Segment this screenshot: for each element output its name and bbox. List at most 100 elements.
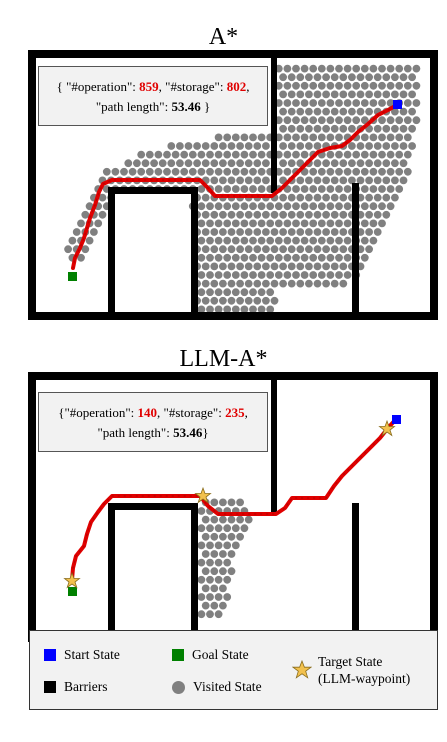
visited-cell bbox=[309, 202, 318, 211]
visited-cell bbox=[227, 515, 236, 524]
visited-cell bbox=[330, 124, 339, 133]
visited-cell bbox=[399, 159, 408, 168]
legend-visited: Visited State bbox=[172, 679, 262, 695]
visited-cell bbox=[266, 253, 275, 262]
visited-cell bbox=[343, 271, 352, 279]
visited-cell bbox=[326, 185, 335, 193]
visited-cell bbox=[287, 245, 296, 254]
visited-cell bbox=[391, 176, 399, 185]
visited-cell bbox=[240, 150, 249, 159]
visited-cell bbox=[85, 236, 94, 245]
visited-cell bbox=[279, 228, 287, 236]
visited-cell bbox=[287, 73, 296, 82]
visited-cell bbox=[244, 296, 253, 305]
visited-cell bbox=[236, 532, 245, 541]
visited-cell bbox=[227, 159, 236, 168]
visited-cell bbox=[330, 279, 339, 288]
visited-cell bbox=[309, 253, 318, 262]
visited-cell bbox=[365, 210, 373, 219]
barrier-left-vertical bbox=[108, 187, 115, 312]
visited-cell bbox=[231, 541, 240, 550]
start-marker bbox=[392, 415, 401, 424]
visited-cell bbox=[257, 133, 266, 142]
storage-key: "#storage" bbox=[163, 405, 219, 420]
visited-cell bbox=[296, 107, 305, 116]
visited-cell bbox=[305, 262, 313, 271]
visited-cell bbox=[395, 185, 404, 193]
visited-cell bbox=[403, 64, 412, 73]
visited-cell bbox=[322, 193, 330, 202]
visited-cell bbox=[244, 515, 253, 524]
visited-cell bbox=[257, 202, 266, 211]
visited-cell bbox=[223, 253, 232, 262]
visited-cell bbox=[197, 558, 206, 567]
visited-cell bbox=[262, 296, 270, 305]
visited-cell bbox=[360, 167, 369, 176]
visited-cell bbox=[309, 185, 318, 193]
visited-cell bbox=[360, 150, 369, 159]
visited-cell bbox=[201, 567, 210, 576]
visited-cell bbox=[201, 142, 210, 150]
legend-target: Target State (LLM-waypoint) bbox=[292, 653, 410, 687]
visited-cell bbox=[313, 107, 322, 116]
visited-cell bbox=[197, 575, 206, 584]
visited-cell bbox=[296, 73, 305, 82]
visited-cell bbox=[236, 498, 245, 507]
visited-cell bbox=[231, 271, 240, 279]
visited-cell bbox=[262, 159, 270, 168]
visited-cell bbox=[231, 150, 240, 159]
visited-cell bbox=[201, 515, 210, 524]
visited-cell bbox=[197, 524, 206, 533]
visited-cell bbox=[81, 245, 90, 254]
visited-cell bbox=[399, 142, 408, 150]
visited-cell bbox=[369, 64, 378, 73]
visited-cell bbox=[283, 81, 292, 90]
visited-cell bbox=[219, 567, 227, 576]
visited-cell bbox=[283, 253, 292, 262]
visited-cell bbox=[373, 124, 382, 133]
visited-cell bbox=[279, 142, 287, 150]
visited-cell bbox=[214, 202, 223, 211]
visited-cell bbox=[236, 296, 245, 305]
visited-cell bbox=[274, 271, 283, 279]
visited-cell bbox=[176, 142, 184, 150]
visited-cell bbox=[283, 271, 292, 279]
visited-cell bbox=[201, 550, 210, 558]
visited-cell bbox=[339, 279, 348, 288]
visited-cell bbox=[326, 99, 335, 107]
visited-cell bbox=[339, 262, 348, 271]
visited-cell bbox=[94, 219, 103, 228]
visited-cell bbox=[223, 524, 232, 533]
visited-cell bbox=[360, 64, 369, 73]
visited-cell bbox=[150, 159, 159, 168]
visited-cell bbox=[305, 176, 313, 185]
visited-cell bbox=[313, 124, 322, 133]
visited-cell bbox=[317, 219, 326, 228]
visited-cell bbox=[274, 253, 283, 262]
visited-cell bbox=[369, 202, 378, 211]
visited-cell bbox=[343, 202, 352, 211]
barrier-left-vertical bbox=[108, 503, 115, 634]
visited-cell bbox=[382, 90, 391, 99]
visited-cell bbox=[214, 593, 223, 601]
visited-cell bbox=[279, 193, 287, 202]
visited-cell bbox=[403, 99, 412, 107]
visited-cell bbox=[231, 133, 240, 142]
visited-cell bbox=[249, 271, 257, 279]
visited-cell bbox=[369, 133, 378, 142]
visited-cell bbox=[300, 253, 309, 262]
visited-cell bbox=[322, 107, 330, 116]
visited-cell bbox=[373, 159, 382, 168]
visited-cell bbox=[382, 124, 391, 133]
visited-cell bbox=[287, 142, 296, 150]
visited-cell bbox=[223, 133, 232, 142]
visited-cell bbox=[201, 210, 210, 219]
visited-cell bbox=[240, 167, 249, 176]
visited-cell bbox=[326, 150, 335, 159]
visited-cell bbox=[201, 159, 210, 168]
visited-cell bbox=[287, 262, 296, 271]
visited-cell bbox=[356, 159, 365, 168]
visited-cell bbox=[210, 567, 219, 576]
astar-stats-box: { "#operation": 859, "#storage": 802, "p… bbox=[38, 66, 268, 126]
visited-cell bbox=[227, 279, 236, 288]
